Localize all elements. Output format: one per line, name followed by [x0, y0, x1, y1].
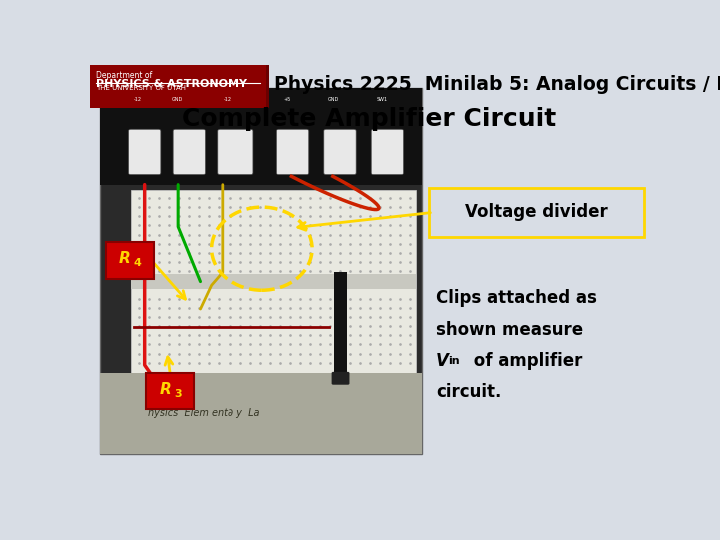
Text: shown measure: shown measure: [436, 321, 583, 339]
Text: THE UNIVERSITY OF UTAH: THE UNIVERSITY OF UTAH: [96, 85, 186, 91]
FancyBboxPatch shape: [324, 129, 356, 174]
Text: hysics  Elem ent∂ y  La: hysics Elem ent∂ y La: [148, 408, 260, 418]
Text: Physics 2225  Minilab 5: Analog Circuits / Digital Circuits: Physics 2225 Minilab 5: Analog Circuits …: [274, 75, 720, 94]
FancyBboxPatch shape: [100, 87, 422, 185]
Text: Clips attached as: Clips attached as: [436, 289, 597, 307]
Text: +5: +5: [284, 97, 291, 102]
Text: GND: GND: [171, 97, 183, 102]
Text: in: in: [449, 356, 460, 366]
FancyBboxPatch shape: [266, 65, 269, 109]
Text: SW1: SW1: [377, 97, 387, 102]
Text: -12: -12: [223, 97, 231, 102]
FancyBboxPatch shape: [173, 129, 205, 174]
FancyBboxPatch shape: [131, 190, 416, 373]
Text: R: R: [159, 382, 171, 397]
FancyBboxPatch shape: [332, 372, 349, 384]
FancyBboxPatch shape: [276, 129, 309, 174]
Text: V: V: [436, 352, 449, 370]
FancyBboxPatch shape: [217, 129, 253, 174]
FancyBboxPatch shape: [128, 129, 161, 174]
Text: PHYSICS & ASTRONOMY: PHYSICS & ASTRONOMY: [96, 78, 246, 89]
Text: 3: 3: [174, 389, 182, 399]
FancyBboxPatch shape: [146, 373, 194, 409]
Text: GND: GND: [328, 97, 339, 102]
Text: Voltage divider: Voltage divider: [465, 204, 608, 221]
FancyBboxPatch shape: [372, 129, 404, 174]
Text: R: R: [119, 252, 130, 266]
FancyBboxPatch shape: [100, 373, 422, 454]
Text: -12: -12: [134, 97, 142, 102]
FancyBboxPatch shape: [100, 87, 422, 454]
FancyBboxPatch shape: [131, 274, 416, 289]
FancyBboxPatch shape: [334, 273, 347, 373]
FancyBboxPatch shape: [90, 65, 266, 109]
Text: 4: 4: [133, 258, 141, 268]
Text: of amplifier: of amplifier: [468, 352, 582, 370]
FancyBboxPatch shape: [106, 242, 153, 279]
FancyBboxPatch shape: [428, 188, 644, 237]
Text: Complete Amplifier Circuit: Complete Amplifier Circuit: [182, 107, 556, 131]
Text: circuit.: circuit.: [436, 383, 501, 401]
Text: Department of: Department of: [96, 71, 152, 80]
